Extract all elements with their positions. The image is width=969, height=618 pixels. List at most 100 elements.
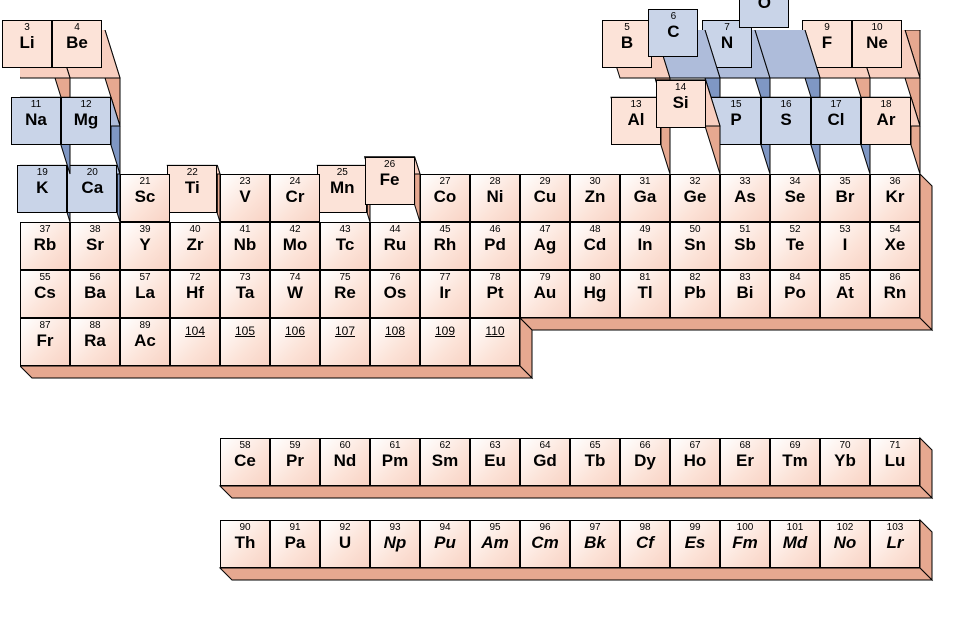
element-symbol: Ta	[236, 284, 255, 301]
element-cell: 77Ir	[420, 270, 470, 318]
element-cell: 68Er	[720, 438, 770, 486]
element-symbol: Cl	[828, 111, 845, 128]
element-cell: 109	[420, 318, 470, 366]
element-number: 60	[339, 441, 350, 451]
element-symbol: Hg	[584, 284, 607, 301]
element-cell: 70Yb	[820, 438, 870, 486]
element-cell: 10Ne	[852, 20, 902, 68]
element-number: 14	[675, 83, 686, 93]
element-cell: 4Be	[52, 20, 102, 68]
element-cell: 110	[470, 318, 520, 366]
element-symbol: Cd	[584, 236, 607, 253]
element-cell: 75Re	[320, 270, 370, 318]
element-cell: 87Fr	[20, 318, 70, 366]
element-cell: 88Ra	[70, 318, 120, 366]
element-symbol: Zn	[585, 188, 606, 205]
element-cell: 39Y	[120, 222, 170, 270]
element-cell: 99Es	[670, 520, 720, 568]
element-number: 88	[89, 321, 100, 331]
element-number: 68	[739, 441, 750, 451]
element-symbol: Si	[673, 94, 689, 111]
element-cell: 47Ag	[520, 222, 570, 270]
element-cell: 43Tc	[320, 222, 370, 270]
element-number: 41	[239, 225, 250, 235]
element-cell: 30Zn	[570, 174, 620, 222]
element-number: 43	[339, 225, 350, 235]
element-number: 84	[789, 273, 800, 283]
element-cell: 17Cl	[811, 97, 861, 145]
element-symbol: No	[834, 534, 857, 551]
element-symbol: Ir	[439, 284, 450, 301]
element-symbol: Mo	[283, 236, 308, 253]
element-number: 104	[185, 325, 205, 337]
element-cell: 82Pb	[670, 270, 720, 318]
element-number: 45	[439, 225, 450, 235]
element-number: 105	[235, 325, 255, 337]
element-cell: 76Os	[370, 270, 420, 318]
element-cell: 56Ba	[70, 270, 120, 318]
element-symbol: Gd	[533, 452, 557, 469]
element-number: 101	[787, 523, 804, 533]
element-cell: 5B	[602, 20, 652, 68]
element-symbol: Rn	[884, 284, 907, 301]
element-symbol: Pd	[484, 236, 506, 253]
element-symbol: Mg	[74, 111, 99, 128]
element-symbol: Fr	[37, 332, 54, 349]
element-number: 80	[589, 273, 600, 283]
element-number: 30	[589, 177, 600, 187]
element-number: 28	[489, 177, 500, 187]
element-symbol: Bk	[584, 534, 606, 551]
element-symbol: B	[621, 34, 633, 51]
element-number: 110	[485, 325, 504, 337]
element-number: 51	[739, 225, 750, 235]
element-symbol: Se	[785, 188, 806, 205]
element-number: 74	[289, 273, 300, 283]
element-symbol: Ru	[384, 236, 407, 253]
element-number: 63	[489, 441, 500, 451]
element-number: 71	[889, 441, 900, 451]
element-number: 34	[789, 177, 800, 187]
element-number: 10	[871, 23, 882, 33]
element-symbol: Fe	[380, 171, 400, 188]
element-number: 13	[630, 100, 641, 110]
element-symbol: Lr	[887, 534, 904, 551]
element-number: 66	[639, 441, 650, 451]
element-number: 79	[539, 273, 550, 283]
element-symbol: Te	[786, 236, 805, 253]
element-cell: 100Fm	[720, 520, 770, 568]
element-number: 62	[439, 441, 450, 451]
element-symbol: Ba	[84, 284, 106, 301]
element-symbol: Tm	[782, 452, 808, 469]
element-cell: 57La	[120, 270, 170, 318]
element-symbol: Pm	[382, 452, 408, 469]
element-number: 98	[639, 523, 650, 533]
element-cell: 90Th	[220, 520, 270, 568]
element-cell: 89Ac	[120, 318, 170, 366]
element-number: 89	[139, 321, 150, 331]
element-cell: 28Ni	[470, 174, 520, 222]
element-number: 102	[837, 523, 854, 533]
element-cell: 92U	[320, 520, 370, 568]
element-symbol: P	[730, 111, 741, 128]
element-symbol: Ce	[234, 452, 256, 469]
element-cell: 54Xe	[870, 222, 920, 270]
element-number: 67	[689, 441, 700, 451]
element-cell: 59Pr	[270, 438, 320, 486]
element-symbol: Ge	[684, 188, 707, 205]
element-number: 57	[139, 273, 150, 283]
element-cell: 105	[220, 318, 270, 366]
element-cell: 21Sc	[120, 174, 170, 222]
element-number: 108	[385, 325, 405, 337]
element-cell: 15P	[711, 97, 761, 145]
element-symbol: Ac	[134, 332, 156, 349]
element-symbol: Sr	[86, 236, 104, 253]
element-cell: 12Mg	[61, 97, 111, 145]
element-symbol: Y	[139, 236, 150, 253]
element-cell: 51Sb	[720, 222, 770, 270]
element-cell: 95Am	[470, 520, 520, 568]
element-number: 54	[889, 225, 900, 235]
element-number: 87	[39, 321, 50, 331]
element-number: 93	[389, 523, 400, 533]
element-number: 35	[839, 177, 850, 187]
element-number: 44	[389, 225, 400, 235]
